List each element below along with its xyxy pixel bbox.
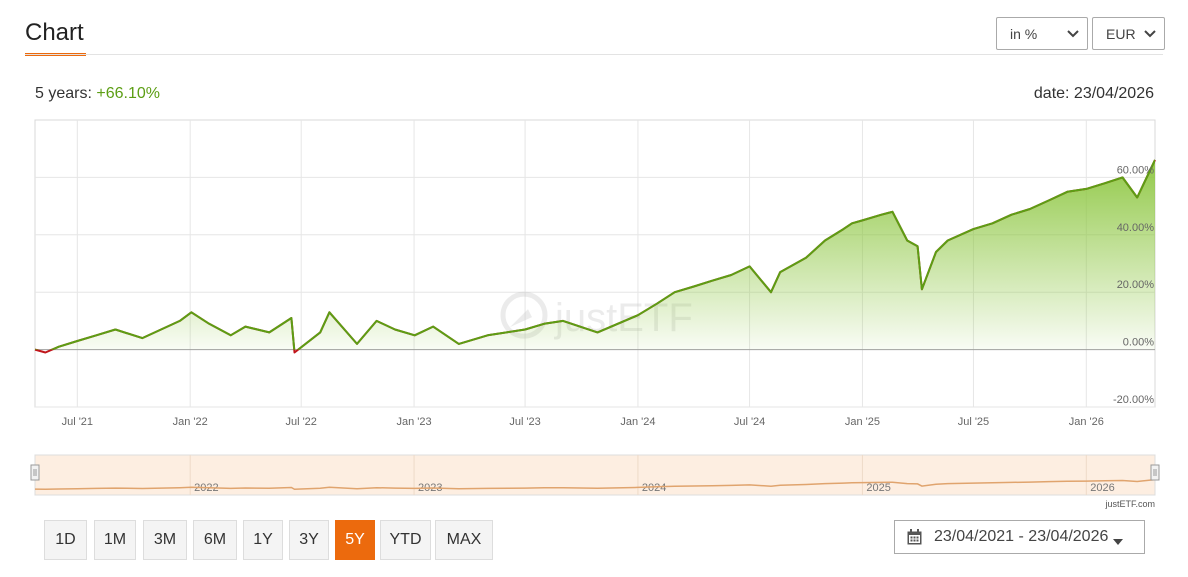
- period-label: 5 years:: [35, 85, 92, 102]
- navigator-label: 2026: [1090, 482, 1114, 494]
- navigator-label: 2025: [866, 482, 890, 494]
- chart-date: date: 23/04/2026: [1033, 85, 1154, 102]
- y-tick-label: -20.00%: [1113, 394, 1154, 406]
- navigator-handle-left[interactable]: [30, 464, 40, 481]
- x-tick-label: Jan '25: [845, 416, 880, 428]
- x-tick-label: Jul '25: [958, 416, 989, 428]
- handle-icon: [30, 464, 40, 481]
- range-button-1d[interactable]: 1D: [44, 520, 87, 560]
- chevron-down-icon: [1144, 26, 1156, 40]
- page-title: Chart: [25, 19, 84, 46]
- caret-down-icon: [1113, 533, 1124, 545]
- performance-summary: 5 years: +66.10%: [35, 85, 160, 103]
- range-button-1m[interactable]: 1M: [94, 520, 136, 560]
- range-button-5y[interactable]: 5Y: [335, 520, 375, 560]
- x-tick-label: Jan '23: [396, 416, 431, 428]
- calendar-icon: [907, 529, 922, 545]
- y-tick-label: 0.00%: [1123, 337, 1154, 349]
- currency-select-value: EUR: [1106, 25, 1136, 42]
- performance-value: +66.10%: [96, 85, 160, 102]
- handle-icon: [1150, 464, 1160, 481]
- mode-select-value: in %: [1010, 25, 1038, 42]
- y-tick-label: 20.00%: [1117, 279, 1155, 291]
- range-button-3y[interactable]: 3Y: [289, 520, 329, 560]
- series-line: [35, 159, 1155, 350]
- x-tick-label: Jul '23: [509, 416, 540, 428]
- chart-credit: justETF.com: [1104, 499, 1155, 509]
- x-tick-label: Jul '21: [62, 416, 93, 428]
- series-area: [35, 159, 1155, 350]
- navigator-label: 2024: [642, 482, 666, 494]
- currency-select[interactable]: EUR: [1092, 17, 1165, 50]
- chevron-down-icon: [1067, 26, 1079, 40]
- y-tick-label: 60.00%: [1117, 164, 1155, 176]
- range-button-1y[interactable]: 1Y: [243, 520, 283, 560]
- y-tick-label: 40.00%: [1117, 222, 1155, 234]
- range-button-ytd[interactable]: YTD: [380, 520, 431, 560]
- mode-select[interactable]: in %: [996, 17, 1088, 50]
- x-tick-label: Jul '24: [734, 416, 765, 428]
- performance-chart[interactable]: justETF-20.00%0.00%20.00%40.00%60.00%Jul…: [0, 110, 1188, 435]
- date-range-picker[interactable]: 23/04/2021 - 23/04/2026: [894, 520, 1145, 554]
- x-tick-label: Jan '26: [1069, 416, 1104, 428]
- x-tick-label: Jan '22: [173, 416, 208, 428]
- range-button-3m[interactable]: 3M: [143, 520, 187, 560]
- range-button-6m[interactable]: 6M: [193, 520, 237, 560]
- header-divider: [25, 54, 1163, 55]
- navigator-handle-right[interactable]: [1150, 464, 1160, 481]
- x-tick-label: Jan '24: [620, 416, 655, 428]
- navigator-line: [34, 478, 1156, 491]
- x-tick-label: Jul '22: [285, 416, 316, 428]
- date-range-text: 23/04/2021 - 23/04/2026: [934, 528, 1109, 545]
- range-button-max[interactable]: MAX: [435, 520, 493, 560]
